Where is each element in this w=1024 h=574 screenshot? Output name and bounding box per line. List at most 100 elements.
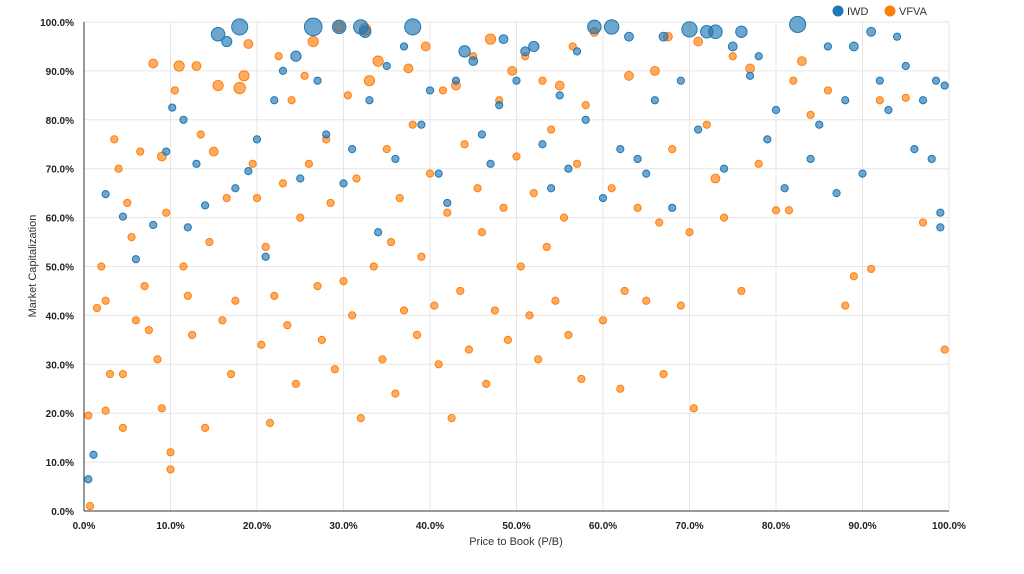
data-point-vfva[interactable] [153, 355, 162, 364]
data-point-vfva[interactable] [123, 198, 132, 208]
data-point-iwd[interactable] [936, 223, 945, 232]
data-point-iwd[interactable] [183, 223, 192, 232]
data-point-iwd[interactable] [131, 255, 140, 264]
data-point-vfva[interactable] [564, 330, 573, 340]
data-point-vfva[interactable] [110, 135, 119, 144]
data-point-iwd[interactable] [581, 115, 590, 124]
data-point-vfva[interactable] [307, 35, 319, 48]
data-point-vfva[interactable] [144, 325, 153, 335]
data-point-iwd[interactable] [936, 208, 945, 217]
data-point-iwd[interactable] [486, 159, 495, 168]
data-point-vfva[interactable] [624, 70, 634, 81]
data-point-iwd[interactable] [884, 105, 893, 115]
data-point-vfva[interactable] [257, 340, 266, 349]
data-point-vfva[interactable] [438, 86, 448, 95]
data-point-iwd[interactable] [303, 17, 323, 37]
data-point-vfva[interactable] [101, 296, 110, 305]
data-point-vfva[interactable] [92, 303, 102, 313]
data-point-vfva[interactable] [702, 120, 711, 129]
data-point-iwd[interactable] [564, 164, 573, 173]
data-point-iwd[interactable] [192, 159, 201, 168]
data-point-iwd[interactable] [404, 18, 422, 36]
data-point-vfva[interactable] [547, 125, 556, 134]
data-point-iwd[interactable] [940, 81, 949, 90]
data-point-vfva[interactable] [265, 418, 275, 428]
data-point-vfva[interactable] [559, 213, 569, 222]
data-point-vfva[interactable] [218, 316, 227, 325]
data-point-vfva[interactable] [554, 80, 565, 91]
data-point-vfva[interactable] [363, 75, 376, 87]
data-point-vfva[interactable] [534, 355, 543, 364]
data-point-iwd[interactable] [477, 130, 486, 139]
data-point-iwd[interactable] [495, 101, 504, 110]
data-point-vfva[interactable] [516, 262, 525, 271]
data-point-iwd[interactable] [587, 19, 602, 35]
data-point-vfva[interactable] [572, 159, 582, 168]
data-point-vfva[interactable] [434, 360, 443, 369]
data-point-iwd[interactable] [168, 103, 177, 112]
data-point-iwd[interactable] [322, 130, 331, 139]
data-point-vfva[interactable] [157, 404, 166, 413]
data-point-iwd[interactable] [270, 96, 279, 105]
data-point-vfva[interactable] [148, 58, 159, 69]
data-point-vfva[interactable] [339, 277, 348, 286]
data-point-vfva[interactable] [179, 262, 188, 271]
data-point-vfva[interactable] [456, 286, 465, 296]
data-point-iwd[interactable] [149, 220, 158, 230]
data-point-vfva[interactable] [395, 193, 404, 203]
data-point-iwd[interactable] [866, 26, 877, 37]
data-point-vfva[interactable] [283, 321, 292, 330]
data-point-iwd[interactable] [210, 26, 226, 42]
data-point-iwd[interactable] [642, 169, 651, 178]
data-point-iwd[interactable] [221, 35, 233, 48]
data-point-iwd[interactable] [572, 47, 582, 56]
data-point-vfva[interactable] [940, 345, 949, 354]
data-point-vfva[interactable] [372, 55, 384, 67]
data-point-vfva[interactable] [317, 335, 326, 344]
data-point-iwd[interactable] [848, 41, 859, 52]
data-point-vfva[interactable] [85, 502, 95, 511]
data-point-iwd[interactable] [339, 179, 348, 188]
data-point-vfva[interactable] [162, 208, 171, 217]
data-point-vfva[interactable] [447, 413, 456, 423]
legend-label-vfva[interactable]: VFVA [899, 6, 928, 18]
data-point-iwd[interactable] [458, 45, 471, 58]
data-point-iwd[interactable] [391, 154, 400, 164]
data-point-vfva[interactable] [728, 52, 737, 61]
data-point-vfva[interactable] [313, 281, 322, 291]
data-point-iwd[interactable] [858, 169, 867, 178]
data-point-vfva[interactable] [551, 296, 560, 305]
data-point-vfva[interactable] [464, 345, 474, 354]
data-point-vfva[interactable] [720, 213, 729, 222]
data-point-vfva[interactable] [208, 146, 219, 157]
data-point-vfva[interactable] [581, 101, 590, 110]
data-point-vfva[interactable] [867, 264, 876, 274]
data-point-vfva[interactable] [84, 411, 93, 420]
data-point-iwd[interactable] [901, 61, 910, 71]
data-point-vfva[interactable] [188, 330, 197, 340]
data-point-iwd[interactable] [425, 86, 435, 95]
data-point-vfva[interactable] [378, 355, 387, 364]
data-point-iwd[interactable] [89, 450, 98, 459]
data-point-vfva[interactable] [577, 374, 586, 384]
data-point-vfva[interactable] [676, 301, 685, 310]
data-point-vfva[interactable] [343, 91, 352, 100]
data-point-vfva[interactable] [538, 76, 547, 85]
data-point-vfva[interactable] [97, 262, 106, 271]
data-point-vfva[interactable] [659, 369, 668, 379]
data-point-vfva[interactable] [789, 76, 798, 85]
data-point-vfva[interactable] [875, 96, 884, 105]
data-point-iwd[interactable] [538, 140, 547, 149]
data-point-iwd[interactable] [399, 42, 409, 51]
data-point-vfva[interactable] [166, 448, 175, 457]
data-point-iwd[interactable] [650, 96, 660, 105]
data-point-iwd[interactable] [547, 184, 556, 193]
data-point-iwd[interactable] [382, 61, 391, 71]
data-point-vfva[interactable] [425, 169, 435, 178]
data-point-vfva[interactable] [201, 423, 210, 432]
data-point-vfva[interactable] [529, 189, 538, 198]
data-point-iwd[interactable] [832, 189, 841, 198]
data-point-vfva[interactable] [525, 311, 534, 320]
data-point-vfva[interactable] [140, 281, 149, 291]
data-point-vfva[interactable] [231, 296, 240, 305]
